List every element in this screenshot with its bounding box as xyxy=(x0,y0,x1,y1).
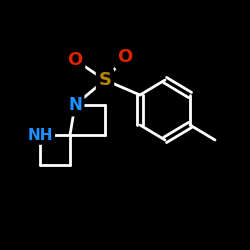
Text: S: S xyxy=(98,71,112,89)
Text: O: O xyxy=(118,48,132,66)
Text: NH: NH xyxy=(27,128,53,142)
Text: N: N xyxy=(68,96,82,114)
Text: O: O xyxy=(68,51,82,69)
